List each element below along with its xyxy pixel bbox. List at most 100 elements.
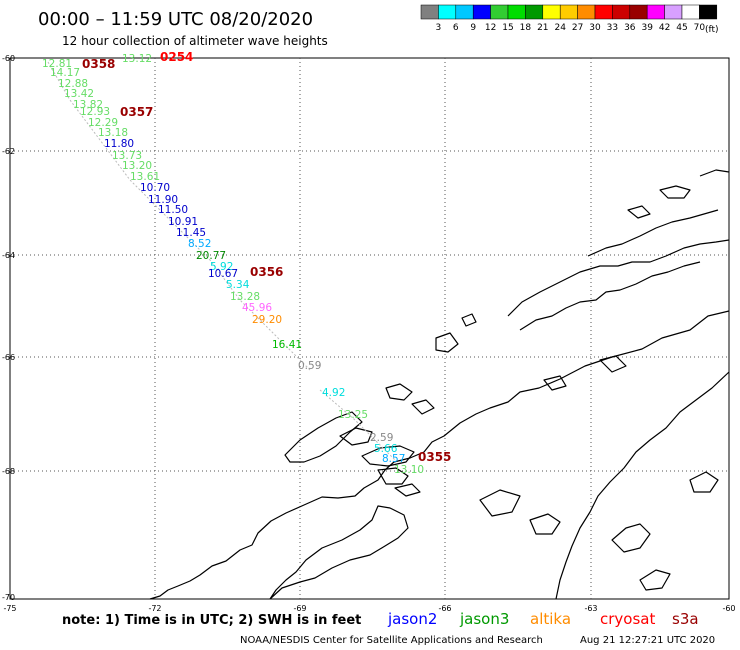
colorbar-label: 45 [676, 23, 687, 33]
wave-height-value: 13.18 [98, 127, 128, 139]
wave-height-value: 11.50 [158, 204, 188, 216]
colorbar-label: 18 [520, 23, 532, 33]
wave-height-value: 13.12 [122, 53, 152, 65]
wave-height-value: 5.92 [210, 261, 233, 273]
pass-times: 0358 0254 0357 0356 0355 [82, 50, 451, 464]
legend-entry-cryosat: cryosat [600, 610, 655, 628]
map-title: 00:00 – 11:59 UTC 08/20/2020 [38, 9, 313, 30]
colorbar-label: 70 [694, 23, 706, 33]
pass-time-label: 0355 [418, 450, 451, 464]
map-frame [9, 57, 730, 600]
colorbar-swatch [612, 4, 631, 20]
wave-height-value: 13.20 [122, 160, 152, 172]
longitude-label: -72 [148, 604, 161, 613]
wave-height-value: 13.82 [73, 99, 103, 111]
colorbar-swatch [542, 4, 561, 20]
wave-height-value: 13.28 [230, 291, 260, 303]
latitude-label: -60 [2, 54, 15, 63]
wave-height-value: 13.42 [64, 88, 94, 100]
longitude-label: -69 [293, 604, 306, 613]
wave-height-value: 45.96 [242, 302, 272, 314]
pass-time-label: 0356 [250, 265, 283, 279]
wave-height-value: 13.25 [338, 409, 368, 421]
wave-height-value: 5.34 [226, 279, 250, 291]
colorbar-label: 30 [589, 23, 601, 33]
colorbar-label: 12 [485, 23, 496, 33]
colorbar-swatch [438, 4, 457, 20]
wave-height-value: 11.45 [176, 227, 206, 239]
wave-height-value: 2.59 [370, 432, 393, 444]
colorbar-label: 36 [624, 23, 636, 33]
longitude-label: -63 [584, 604, 597, 613]
colorbar-swatch [629, 4, 648, 20]
latitude-label: -64 [2, 251, 15, 260]
colorbar-label: 42 [659, 23, 670, 33]
wave-height-value: 12.93 [80, 106, 110, 118]
colorbar-label: 24 [554, 23, 566, 33]
wave-height-value: 8.57 [382, 453, 405, 465]
colorbar-units: (ft) [705, 25, 719, 35]
longitude-labels: -75 -72 -69 -66 -63 -60 [3, 604, 735, 613]
longitude-label: -60 [722, 604, 735, 613]
wave-height-value: 12.88 [58, 78, 88, 90]
coastline [149, 169, 730, 600]
longitude-label: -66 [438, 604, 451, 613]
latitude-labels: -60 -62 -64 -66 -68 -70 [2, 54, 15, 602]
colorbar-swatch [646, 4, 665, 20]
colorbar-label: 3 [436, 23, 442, 33]
wave-height-value: 13.10 [394, 464, 424, 476]
colorbar-swatch [525, 4, 544, 20]
map-subtitle: 12 hour collection of altimeter wave hei… [62, 34, 328, 48]
latitude-label: -66 [2, 353, 15, 362]
colorbar-labels: 3 6 9 12 15 18 21 24 27 30 33 36 39 42 45 70 [436, 23, 706, 33]
generated-timestamp: Aug 21 12:27:21 UTC 2020 [580, 635, 715, 646]
colorbar-swatch [577, 4, 596, 20]
credit-text: NOAA/NESDIS Center for Satellite Applica… [240, 635, 543, 646]
legend-entry-jason3: jason3 [459, 610, 509, 628]
colorbar-swatch [664, 4, 683, 20]
colorbar-label: 15 [502, 23, 513, 33]
wave-height-value: 16.41 [272, 339, 302, 351]
colorbar-label: 9 [470, 23, 476, 33]
wave-height-value: 5.66 [374, 443, 398, 455]
latitude-label: -62 [2, 147, 15, 156]
wave-height-value: 12.81 [42, 58, 72, 70]
wave-height-value: 29.20 [252, 314, 282, 326]
satellite-legend: jason2 jason3 altika cryosat s3a [387, 610, 699, 628]
colorbar-swatch [681, 4, 700, 20]
colorbar-swatch [455, 4, 474, 20]
wave-height-value: 13.73 [112, 150, 142, 162]
wave-height-value: 10.70 [140, 182, 170, 194]
wave-height-value: 11.80 [104, 138, 134, 150]
colorbar-label: 27 [572, 23, 583, 33]
colorbar-label: 6 [453, 23, 459, 33]
colorbar-swatch [699, 4, 718, 20]
wave-height-value: 11.90 [148, 194, 178, 206]
legend-entry-altika: altika [530, 610, 571, 628]
latitude-label: -68 [2, 467, 15, 476]
legend-entry-jason2: jason2 [387, 610, 437, 628]
colorbar-swatch [594, 4, 613, 20]
wave-height-value: 10.67 [208, 268, 238, 280]
pass-time-label: 0357 [120, 105, 153, 119]
wave-height-value: 8.52 [188, 238, 211, 250]
wave-height-value: 20.77 [196, 250, 226, 262]
latitude-label: -70 [2, 593, 15, 602]
wave-height-values: 13.12 12.8114.1712.8813.4213.8212.9312.29… [42, 53, 424, 476]
colorbar [420, 4, 718, 20]
wave-height-value: 0.59 [298, 360, 321, 372]
colorbar-swatch [507, 4, 526, 20]
wave-height-value: 12.29 [88, 117, 118, 129]
colorbar-swatch [490, 4, 509, 20]
wave-height-value: 13.61 [130, 171, 160, 183]
pass-time-label: 0254 [160, 50, 193, 64]
wave-height-value: 10.91 [168, 216, 198, 228]
colorbar-label: 39 [641, 23, 653, 33]
colorbar-label: 33 [607, 23, 618, 33]
colorbar-label: 21 [537, 23, 548, 33]
colorbar-swatch [559, 4, 578, 20]
colorbar-swatch [420, 4, 439, 20]
pass-time-label: 0358 [82, 57, 115, 71]
wave-height-value: 4.92 [322, 387, 345, 399]
